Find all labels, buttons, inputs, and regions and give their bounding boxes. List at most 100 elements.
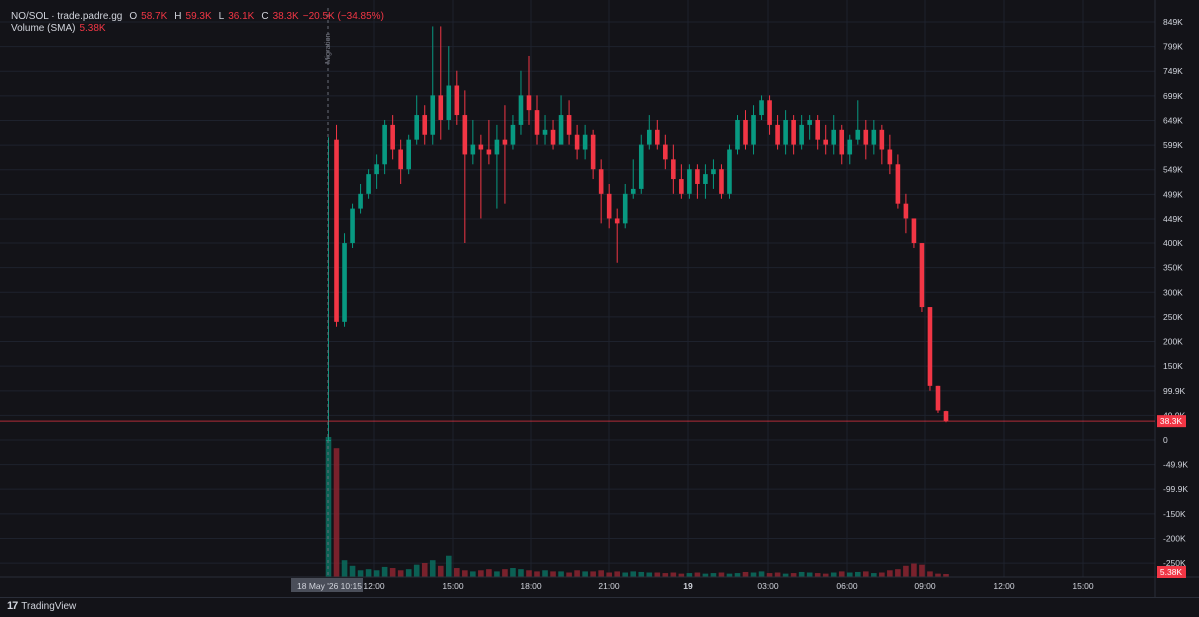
volume-bar <box>846 572 853 577</box>
candle-body <box>759 100 764 116</box>
candle-body <box>727 149 732 194</box>
close-label: C <box>261 11 269 22</box>
candle-body <box>430 95 436 135</box>
migration-marker: Migration <box>323 8 332 577</box>
volume-indicator-label[interactable]: Volume (SMA) <box>11 23 76 34</box>
volume-bar <box>863 571 869 577</box>
x-tick-label: 12:00 <box>993 581 1015 591</box>
candle-body <box>358 193 363 209</box>
volume-bar <box>903 565 909 577</box>
candle-body <box>414 115 420 140</box>
volume-bar <box>470 571 476 577</box>
volume-bar <box>429 560 436 577</box>
candle-body <box>446 85 452 120</box>
time-axis: 18 May '26 10:15 12:00 15:00 18:00 21:00 19 03… <box>0 576 1199 592</box>
x-tick-label: 03:00 <box>757 581 779 591</box>
volume-bar <box>526 570 532 577</box>
volume-tag <box>1157 566 1186 578</box>
y-tick-label: 799K <box>1163 42 1183 52</box>
volume-bar <box>838 571 845 577</box>
volume-bar <box>598 570 604 577</box>
candle-body <box>751 115 756 145</box>
volume-bar <box>421 563 428 577</box>
change-value: −20.5K (−34.85%) <box>302 11 384 22</box>
close-value: 38.3K <box>272 11 299 22</box>
candle-body <box>486 149 492 155</box>
candle-body <box>630 188 636 194</box>
volume-bar <box>814 573 821 577</box>
y-tick-label: -250K <box>1163 558 1186 568</box>
candle-body <box>807 119 812 125</box>
volume-bar <box>638 571 645 577</box>
candle-body <box>679 179 684 194</box>
y-tick-label: -150K <box>1163 509 1186 519</box>
volume-bar <box>606 572 612 577</box>
tradingview-brand: TradingView <box>21 600 77 612</box>
candle-body <box>823 139 829 145</box>
candle-body <box>638 144 644 189</box>
candle-body <box>783 119 788 145</box>
candle-body <box>671 159 676 180</box>
volume-bar <box>879 572 885 577</box>
price-axis: 849K 799K 749K 699K 649K 599K 549K 499K 449K 400K… <box>1154 0 1188 597</box>
volume-bars <box>325 437 949 577</box>
volume-bar <box>614 571 621 577</box>
volume-bar <box>806 572 813 577</box>
time-cursor-label-bg <box>291 578 363 592</box>
volume-bar <box>574 570 580 577</box>
volume-bar <box>502 569 508 577</box>
symbol-title[interactable]: NO/SOL · trade.padre.gg <box>11 11 123 22</box>
volume-bar <box>822 573 829 577</box>
candle-body <box>839 129 845 155</box>
volume-bar <box>798 571 805 577</box>
y-tick-label: -99.9K <box>1163 484 1188 494</box>
candle-body <box>927 307 933 386</box>
candle-body <box>903 203 909 219</box>
y-tick-label: 649K <box>1163 115 1183 125</box>
volume-bar <box>790 573 797 577</box>
candle-body <box>743 119 748 145</box>
volume-bar <box>766 573 773 577</box>
candle-body <box>542 129 548 135</box>
candle-body <box>454 85 460 116</box>
candle-body <box>735 119 740 150</box>
y-tick-label: 400K <box>1163 238 1183 248</box>
candle-body <box>871 129 877 145</box>
volume-bar <box>518 569 524 577</box>
volume-bar <box>437 565 444 577</box>
y-tick-label: 350K <box>1163 263 1183 273</box>
candle-body <box>534 110 540 135</box>
candle-body <box>494 139 500 155</box>
candle-body <box>366 174 371 194</box>
candle-body <box>582 134 588 150</box>
price-chart[interactable]: Migration 849K 799K 749K 699K 649K 599K 549K 49… <box>0 0 1199 597</box>
low-value: 36.1K <box>228 11 255 22</box>
tradingview-logo-icon: 17 <box>7 600 18 612</box>
volume-bar <box>830 572 837 577</box>
candle-body <box>719 169 724 194</box>
candle-body <box>919 243 925 308</box>
tradingview-logo[interactable]: 17 TradingView <box>7 600 76 612</box>
candle-body <box>863 129 869 145</box>
volume-bar <box>654 572 661 577</box>
volume-bar <box>413 564 420 577</box>
volume-bar <box>670 572 677 577</box>
candle-body <box>847 139 853 155</box>
open-value: 58.7K <box>141 11 168 22</box>
volume-bar <box>478 570 484 577</box>
candle-body <box>703 174 708 184</box>
candle-body <box>895 164 901 204</box>
candle-body <box>663 144 668 160</box>
volume-bar <box>550 571 556 577</box>
volume-bar <box>622 572 629 577</box>
low-label: L <box>218 11 225 22</box>
y-tick-label: 99.9K <box>1163 386 1186 396</box>
volume-bar <box>373 570 380 577</box>
x-tick-label: 18:00 <box>520 581 542 591</box>
candle-body <box>422 115 428 135</box>
chart-grid <box>0 0 1155 577</box>
candle-body <box>767 100 772 125</box>
volume-bar <box>774 572 781 577</box>
y-tick-label: 599K <box>1163 140 1183 150</box>
volume-bar <box>365 569 372 577</box>
